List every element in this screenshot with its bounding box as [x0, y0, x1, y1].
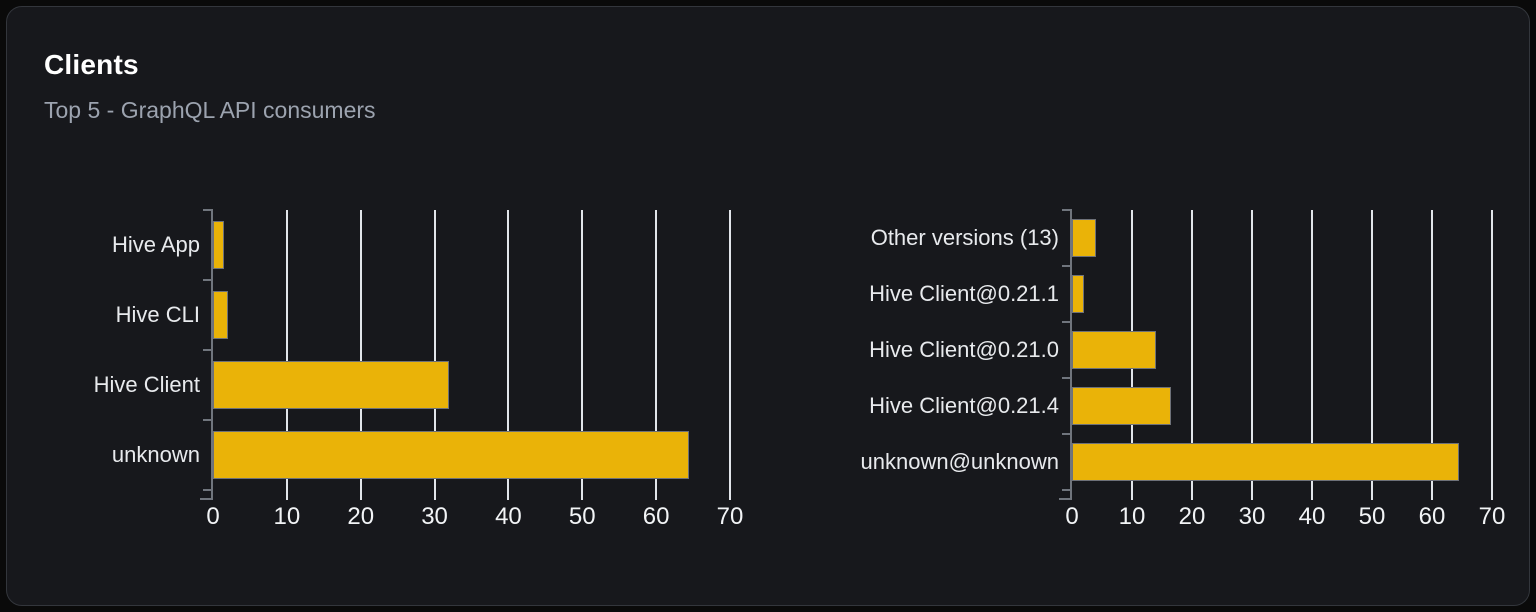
x-axis-tick	[1251, 490, 1253, 500]
gridline	[433, 210, 436, 490]
x-axis-tick	[1311, 490, 1313, 500]
x-tick-label: 60	[1418, 503, 1446, 530]
y-axis-tick	[1062, 321, 1072, 323]
gridline	[1191, 210, 1193, 490]
x-axis-tick	[1431, 490, 1433, 500]
x-tick-label: 20	[347, 503, 375, 530]
gridline	[1311, 210, 1313, 490]
bar-hive-app[interactable]	[213, 221, 225, 269]
x-tick-label: 70	[1478, 503, 1506, 530]
y-axis-tick	[1062, 209, 1072, 211]
bar-unknown[interactable]	[213, 431, 690, 479]
category-label-hive-app: Hive App	[111, 232, 200, 257]
category-label-hive-client-0-21-1: Hive Client@0.21.1	[869, 281, 1059, 306]
gridline	[1251, 210, 1253, 490]
x-axis-tick	[433, 490, 436, 500]
category-label-unknown: unknown	[111, 442, 200, 467]
x-tick-label: 60	[642, 503, 670, 530]
axis-corner-tick	[1059, 498, 1071, 500]
category-label-hive-client: Hive Client	[93, 372, 200, 397]
category-label-hive-cli: Hive CLI	[115, 302, 200, 327]
bar-unknown-unknown[interactable]	[1072, 443, 1459, 481]
y-axis-tick	[203, 349, 213, 351]
gridline	[1431, 210, 1433, 490]
gridline	[729, 210, 731, 490]
card-subtitle: Top 5 - GraphQL API consumers	[44, 97, 376, 123]
y-axis-tick	[203, 489, 213, 491]
y-axis-line	[1070, 210, 1072, 500]
x-tick-label: 30	[1238, 503, 1266, 530]
x-tick-label: 10	[1118, 503, 1146, 530]
x-axis-tick	[507, 490, 510, 500]
bar-hive-client-0-21-1[interactable]	[1072, 275, 1084, 313]
gridline	[1371, 210, 1373, 490]
category-label-hive-client-0-21-0: Hive Client@0.21.0	[869, 337, 1059, 362]
gridline	[507, 210, 510, 490]
y-axis-line	[211, 210, 213, 500]
bar-other-versions-13[interactable]	[1072, 219, 1096, 257]
x-axis-tick	[1131, 490, 1133, 500]
bar-hive-cli[interactable]	[213, 291, 228, 339]
gridline	[581, 210, 584, 490]
x-tick-label: 10	[273, 503, 301, 530]
card-title: Clients	[44, 49, 139, 80]
category-label-other-versions-13: Other versions (13)	[870, 225, 1059, 250]
x-tick-label: 50	[568, 503, 596, 530]
gridline	[359, 210, 362, 490]
x-axis-tick	[655, 490, 658, 500]
x-axis-tick	[1191, 490, 1193, 500]
gridline	[655, 210, 658, 490]
x-axis-tick	[581, 490, 584, 500]
gridline	[285, 210, 288, 490]
y-axis-tick	[1062, 433, 1072, 435]
x-axis-tick	[359, 490, 362, 500]
category-label-unknown-unknown: unknown@unknown	[860, 449, 1059, 474]
x-tick-label: 30	[421, 503, 448, 530]
y-axis-tick	[1062, 489, 1072, 491]
clients-card: Clients Top 5 - GraphQL API consumers	[6, 6, 1530, 606]
x-axis-tick	[285, 490, 288, 500]
x-tick-label: 50	[1358, 503, 1386, 530]
bar-hive-client-0-21-4[interactable]	[1072, 387, 1171, 425]
x-tick-label: 40	[495, 503, 522, 530]
x-axis-tick	[1491, 490, 1493, 500]
y-axis-tick	[203, 279, 213, 281]
gridline	[1491, 210, 1493, 490]
y-axis-tick	[203, 419, 213, 421]
y-axis-tick	[1062, 377, 1072, 379]
x-tick-label: 0	[1065, 503, 1079, 530]
x-tick-label: 20	[1178, 503, 1206, 530]
x-tick-label: 70	[716, 503, 744, 530]
x-tick-label: 0	[206, 503, 220, 530]
x-tick-label: 40	[1298, 503, 1326, 530]
category-label-hive-client-0-21-4: Hive Client@0.21.4	[869, 393, 1059, 418]
axis-corner-tick	[200, 498, 212, 500]
x-axis-tick	[729, 490, 731, 500]
y-axis-tick	[1062, 265, 1072, 267]
bar-hive-client-0-21-0[interactable]	[1072, 331, 1156, 369]
bar-hive-client[interactable]	[213, 361, 450, 409]
y-axis-tick	[203, 209, 213, 211]
x-axis-tick	[1371, 490, 1373, 500]
